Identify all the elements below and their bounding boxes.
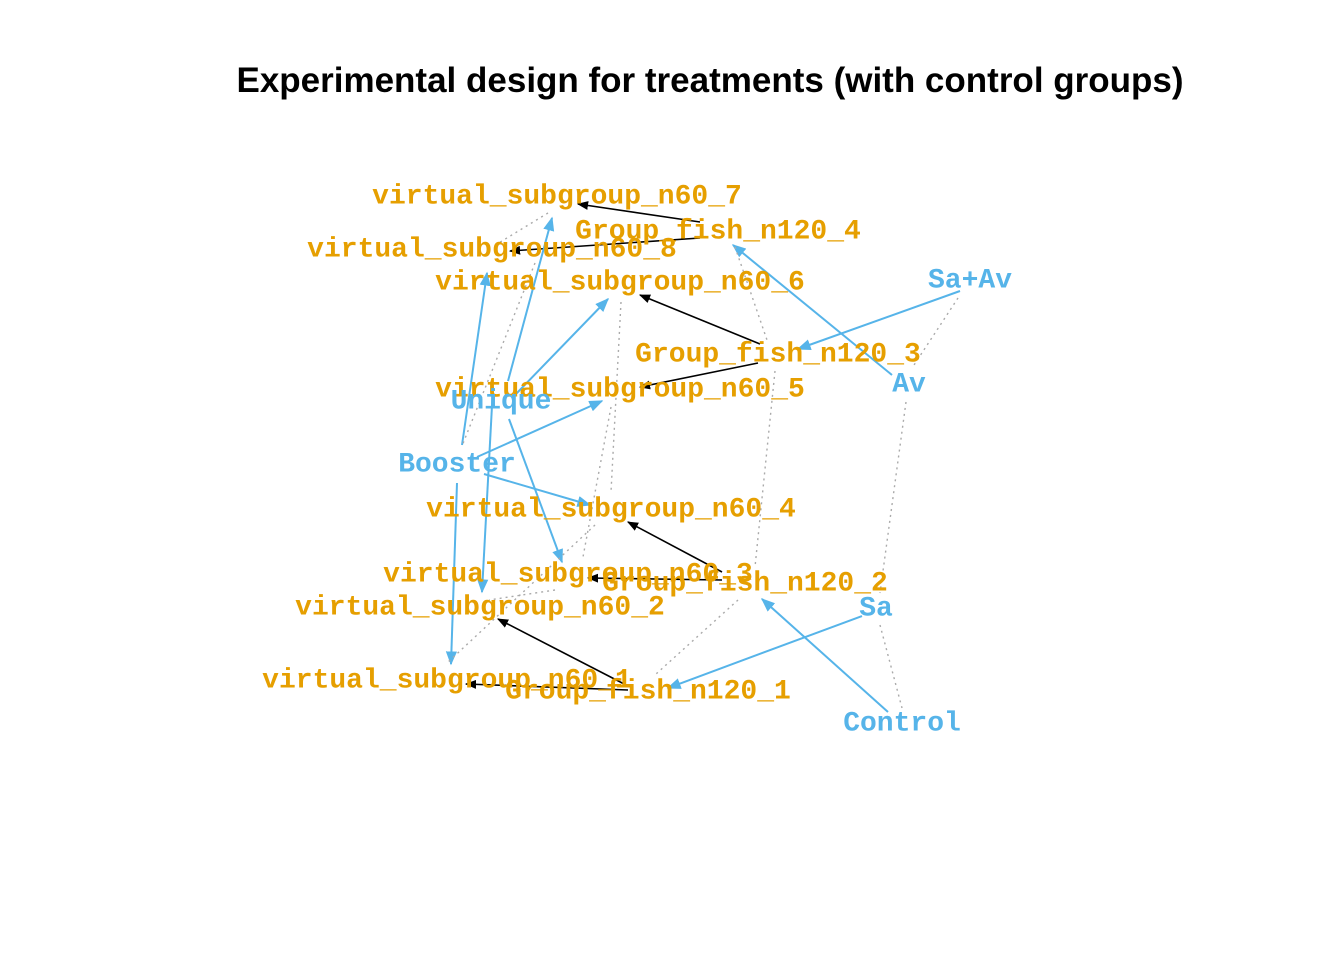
- edge-saav-to-av: [913, 297, 959, 366]
- edge-saav-to-g3: [796, 290, 961, 351]
- edge-vs5-to-vs3: [582, 406, 612, 558]
- edge-booster-to-vs1: [445, 482, 458, 666]
- node-sa: Sa: [859, 594, 893, 625]
- edge-booster-to-vs4: [483, 473, 592, 507]
- node-av: Av: [892, 370, 926, 401]
- edge-g2-to-vs4: [627, 521, 723, 573]
- node-vs7: virtual_subgroup_n60_7: [372, 182, 742, 213]
- edge-vs4-to-vs1: [445, 524, 596, 665]
- node-g1: Group_fish_n120_1: [505, 677, 791, 708]
- edge-unique-to-vs6: [514, 297, 609, 396]
- node-vs5: virtual_subgroup_n60_5: [435, 375, 805, 406]
- node-unique: Unique: [451, 387, 552, 418]
- edge-unique-to-vs7: [507, 216, 555, 382]
- edge-vs6-to-vs4: [610, 301, 622, 493]
- edge-g2-to-vs3: [586, 573, 723, 583]
- edge-vs3-to-vs2: [488, 589, 556, 601]
- node-g2: Group_fish_n120_2: [602, 569, 888, 600]
- node-vs2: virtual_subgroup_n60_2: [295, 593, 665, 624]
- edge-g4-to-vs7: [576, 201, 701, 223]
- diagram-title: Experimental design for treatments (with…: [236, 61, 1183, 100]
- edge-g4-to-g3: [734, 246, 768, 341]
- edge-vs7-to-unique: [496, 212, 549, 245]
- node-saav: Sa+Av: [928, 266, 1012, 297]
- node-vs1: virtual_subgroup_n60_1: [262, 666, 632, 697]
- node-layer: virtual_subgroup_n60_7Group_fish_n120_4v…: [262, 182, 1012, 740]
- node-vs8: virtual_subgroup_n60_8: [307, 235, 677, 266]
- edge-unique-to-vs2: [477, 386, 494, 594]
- edge-unique-to-vs3: [508, 418, 563, 564]
- edge-control-to-g2: [760, 598, 889, 713]
- edge-g1-to-vs1: [464, 679, 629, 691]
- node-vs3: virtual_subgroup_n60_3: [383, 560, 753, 591]
- edge-booster-to-vs8: [461, 271, 491, 446]
- node-vs6: virtual_subgroup_n60_6: [435, 268, 805, 299]
- edge-av-to-g4: [731, 244, 893, 376]
- node-vs4: virtual_subgroup_n60_4: [426, 495, 796, 526]
- edge-av-to-sa: [879, 401, 907, 594]
- node-g3: Group_fish_n120_3: [635, 340, 921, 371]
- edge-g1-to-vs2: [497, 618, 629, 687]
- edge-sa-to-control: [879, 624, 903, 709]
- edge-g3-to-vs6: [638, 294, 761, 345]
- node-control: Control: [843, 709, 961, 740]
- edge-layer: [445, 201, 961, 713]
- edge-sa-to-g1: [666, 615, 863, 689]
- edge-g4-to-vs8: [508, 237, 701, 255]
- edge-g3-to-vs5: [638, 362, 759, 390]
- edge-booster-to-vs5: [476, 400, 604, 458]
- node-booster: Booster: [398, 450, 516, 481]
- node-g4: Group_fish_n120_4: [575, 217, 861, 248]
- edge-g2-to-g1: [655, 599, 739, 675]
